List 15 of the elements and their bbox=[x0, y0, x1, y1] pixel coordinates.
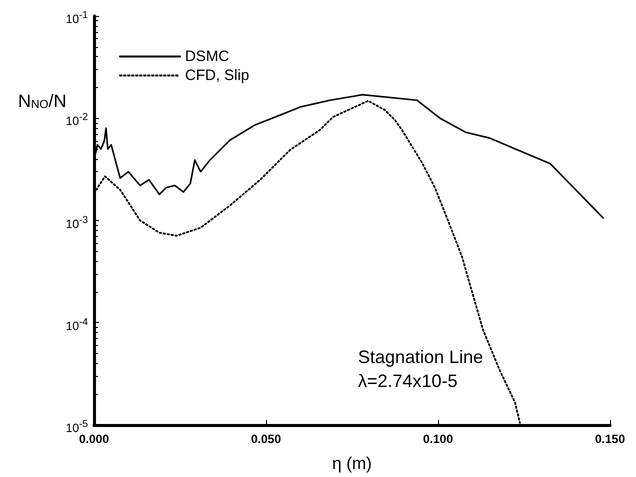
y-tick-label: 10$^{-1}$ bbox=[66, 9, 88, 27]
x-tick-label: 0.000 bbox=[78, 432, 110, 446]
x-tick-label: 0.100 bbox=[422, 432, 454, 446]
y-axis-title: NNO/N bbox=[18, 91, 67, 112]
y-tick-label: 10$^{-2}$ bbox=[66, 111, 88, 130]
annotation: λ=2.74x10-5 bbox=[358, 371, 458, 391]
annotation: Stagnation Line bbox=[358, 347, 484, 367]
y-tick-label: 10$^{-5}$ bbox=[66, 418, 88, 435]
legend-label: CFD, Slip bbox=[185, 67, 250, 84]
x-tick-label: 0.150 bbox=[594, 432, 626, 446]
y-tick-label: 10$^{-4}$ bbox=[66, 316, 88, 334]
x-tick-label: 0.050 bbox=[250, 432, 282, 446]
x-axis-title: η (m) bbox=[332, 454, 372, 473]
y-tick-label: 10$^{-3}$ bbox=[66, 214, 88, 232]
legend-label: DSMC bbox=[185, 48, 230, 65]
